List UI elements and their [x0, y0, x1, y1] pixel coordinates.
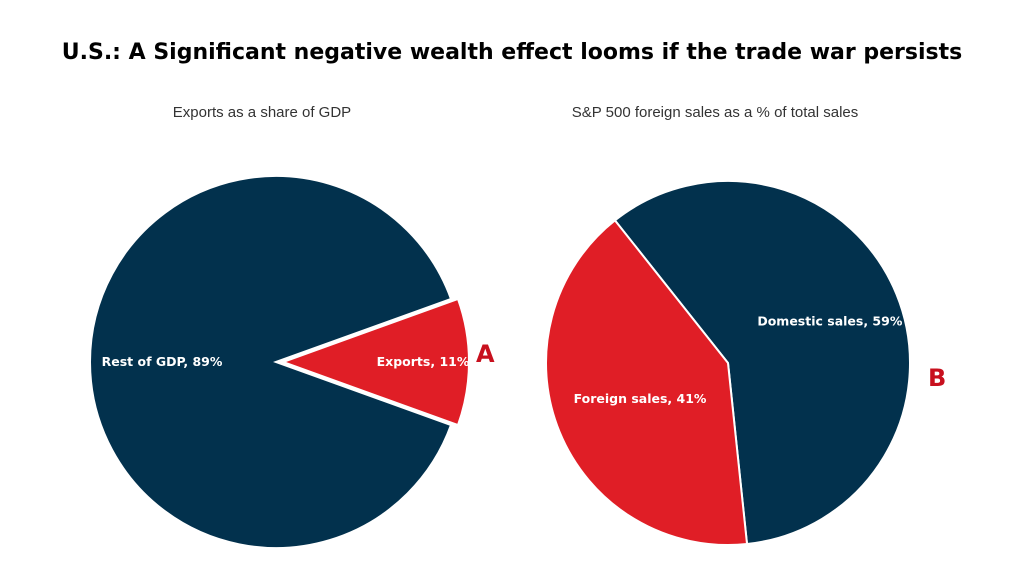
pie-chart-sales: Domestic sales, 59% Foreign sales, 41% — [545, 180, 911, 546]
pie-label-0-1: Exports, 11% — [377, 354, 470, 369]
pie-slice-0-0 — [89, 175, 453, 549]
pie-label-1-0: Domestic sales, 59% — [757, 313, 903, 328]
pie-label-0-0: Rest of GDP, 89% — [102, 354, 223, 369]
pie-slice-1-1 — [545, 218, 749, 546]
marker-a: A — [476, 340, 495, 368]
pie-chart-exports: Rest of GDP, 89% Exports, 11% — [89, 175, 470, 549]
pie-label-1-1: Foreign sales, 41% — [574, 391, 707, 406]
chart-a-title: Exports as a share of GDP — [172, 104, 352, 121]
page-title: U.S.: A Significant negative wealth effe… — [61, 40, 963, 65]
marker-b: B — [928, 364, 946, 392]
pie-slice-0-1 — [280, 297, 470, 427]
chart-b-title: S&P 500 foreign sales as a % of total sa… — [571, 104, 859, 121]
pie-slice-1-0 — [613, 180, 911, 546]
